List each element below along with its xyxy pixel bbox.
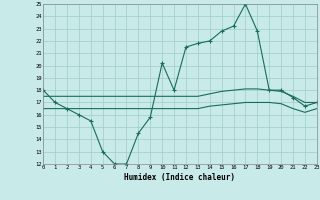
- X-axis label: Humidex (Indice chaleur): Humidex (Indice chaleur): [124, 173, 236, 182]
